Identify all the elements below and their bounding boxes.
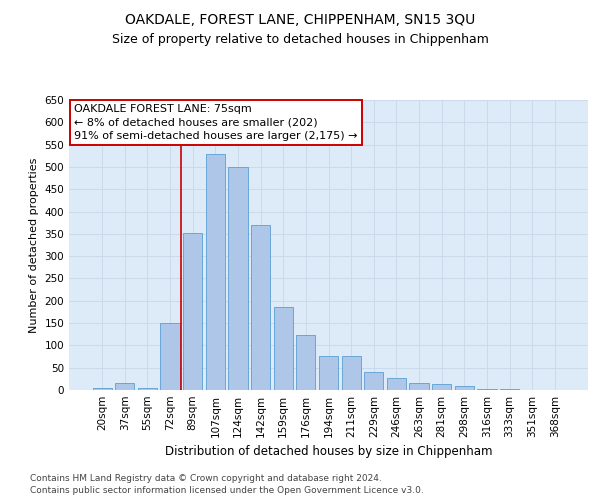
X-axis label: Distribution of detached houses by size in Chippenham: Distribution of detached houses by size … [165,446,492,458]
Bar [115,384,134,390]
Text: OAKDALE, FOREST LANE, CHIPPENHAM, SN15 3QU: OAKDALE, FOREST LANE, CHIPPENHAM, SN15 3… [125,12,475,26]
Bar [387,378,406,390]
Bar [206,154,225,390]
Bar [274,308,293,390]
Bar [160,323,180,390]
Text: Contains HM Land Registry data © Crown copyright and database right 2024.
Contai: Contains HM Land Registry data © Crown c… [30,474,424,495]
Bar [183,232,202,390]
Bar [500,389,519,390]
Bar [364,372,383,390]
Y-axis label: Number of detached properties: Number of detached properties [29,158,39,332]
Text: Size of property relative to detached houses in Chippenham: Size of property relative to detached ho… [112,32,488,46]
Bar [319,356,338,390]
Bar [432,384,451,390]
Bar [229,167,248,390]
Bar [455,386,474,390]
Bar [138,388,157,390]
Bar [92,388,112,390]
Bar [251,225,270,390]
Bar [409,384,428,390]
Bar [341,356,361,390]
Bar [477,388,497,390]
Bar [296,335,316,390]
Text: OAKDALE FOREST LANE: 75sqm
← 8% of detached houses are smaller (202)
91% of semi: OAKDALE FOREST LANE: 75sqm ← 8% of detac… [74,104,358,141]
